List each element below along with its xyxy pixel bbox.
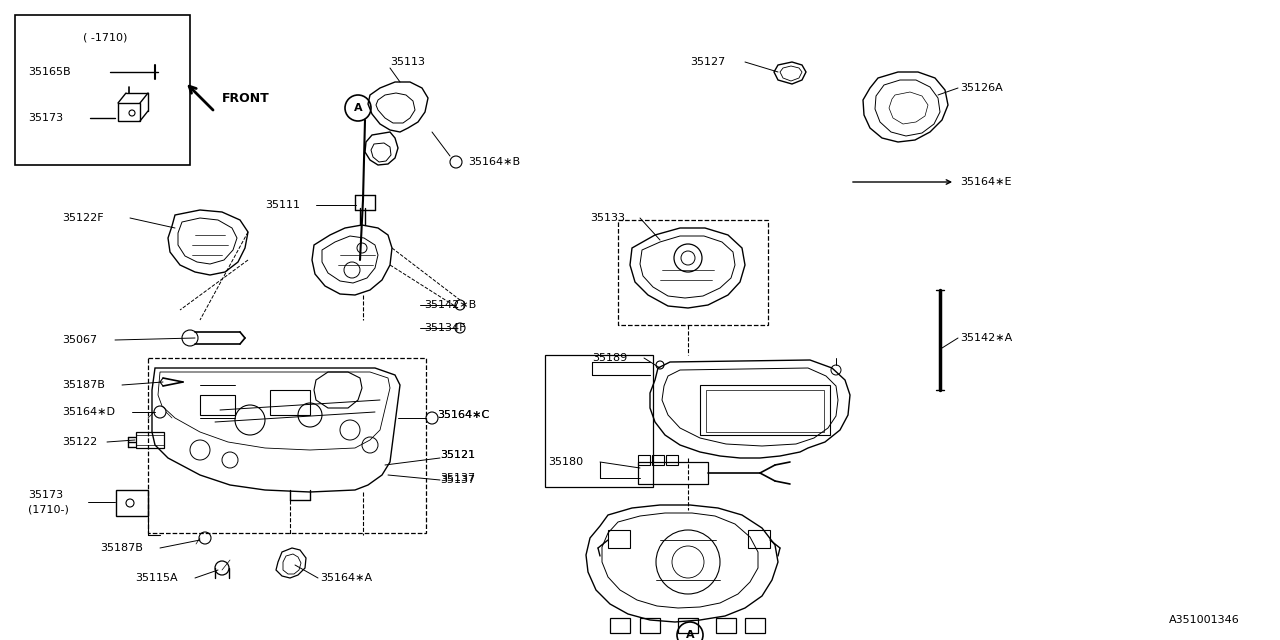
Text: 35121: 35121 (440, 450, 475, 460)
Text: 35127: 35127 (690, 57, 726, 67)
Bar (745, 618, 765, 633)
Text: 35142∗B: 35142∗B (424, 300, 476, 310)
Text: 35122F: 35122F (61, 213, 104, 223)
Text: 35164∗B: 35164∗B (468, 157, 520, 167)
Text: 35133: 35133 (590, 213, 625, 223)
Text: 35164∗D: 35164∗D (61, 407, 115, 417)
Bar (707, 390, 824, 432)
Text: 35165B: 35165B (28, 67, 70, 77)
Bar (716, 618, 736, 633)
Text: 35137: 35137 (440, 475, 475, 485)
Text: A351001346: A351001346 (1169, 615, 1240, 625)
Text: 35113: 35113 (390, 57, 425, 67)
Bar (148, 358, 426, 533)
Bar (608, 530, 630, 548)
Text: 35142∗A: 35142∗A (960, 333, 1012, 343)
Text: 35164∗C: 35164∗C (436, 410, 489, 420)
Text: ( -1710): ( -1710) (83, 33, 127, 43)
Bar (618, 220, 768, 325)
Bar (640, 618, 660, 633)
Text: A: A (686, 630, 694, 640)
Bar (611, 618, 630, 633)
Text: 35187B: 35187B (100, 543, 143, 553)
Text: 35173: 35173 (28, 113, 63, 123)
Text: 35189: 35189 (591, 353, 627, 363)
Text: 35164∗C: 35164∗C (436, 410, 489, 420)
Text: 35164∗E: 35164∗E (960, 177, 1011, 187)
Text: 35122: 35122 (61, 437, 97, 447)
Bar (748, 530, 771, 548)
Bar (136, 432, 164, 448)
Bar (666, 455, 678, 465)
Bar (200, 395, 236, 415)
Text: 35126A: 35126A (960, 83, 1002, 93)
Text: 35137: 35137 (440, 473, 475, 483)
Text: 35121: 35121 (440, 450, 475, 460)
Text: 35115A: 35115A (134, 573, 178, 583)
Bar (637, 455, 650, 465)
Bar (545, 355, 653, 487)
Text: 35173: 35173 (28, 490, 63, 500)
Text: FRONT: FRONT (221, 92, 270, 104)
Bar (652, 455, 664, 465)
Text: 35134F: 35134F (424, 323, 466, 333)
Bar (116, 490, 148, 516)
Bar (637, 462, 708, 484)
Text: 35067: 35067 (61, 335, 97, 345)
Text: A: A (353, 103, 362, 113)
Bar (15, 15, 189, 165)
Bar (700, 385, 829, 435)
Text: (1710-): (1710-) (28, 505, 69, 515)
Text: 35187B: 35187B (61, 380, 105, 390)
Text: 35164∗A: 35164∗A (320, 573, 372, 583)
Text: 35180: 35180 (548, 457, 584, 467)
Text: 35111: 35111 (265, 200, 300, 210)
Bar (270, 390, 310, 415)
Bar (678, 618, 698, 633)
